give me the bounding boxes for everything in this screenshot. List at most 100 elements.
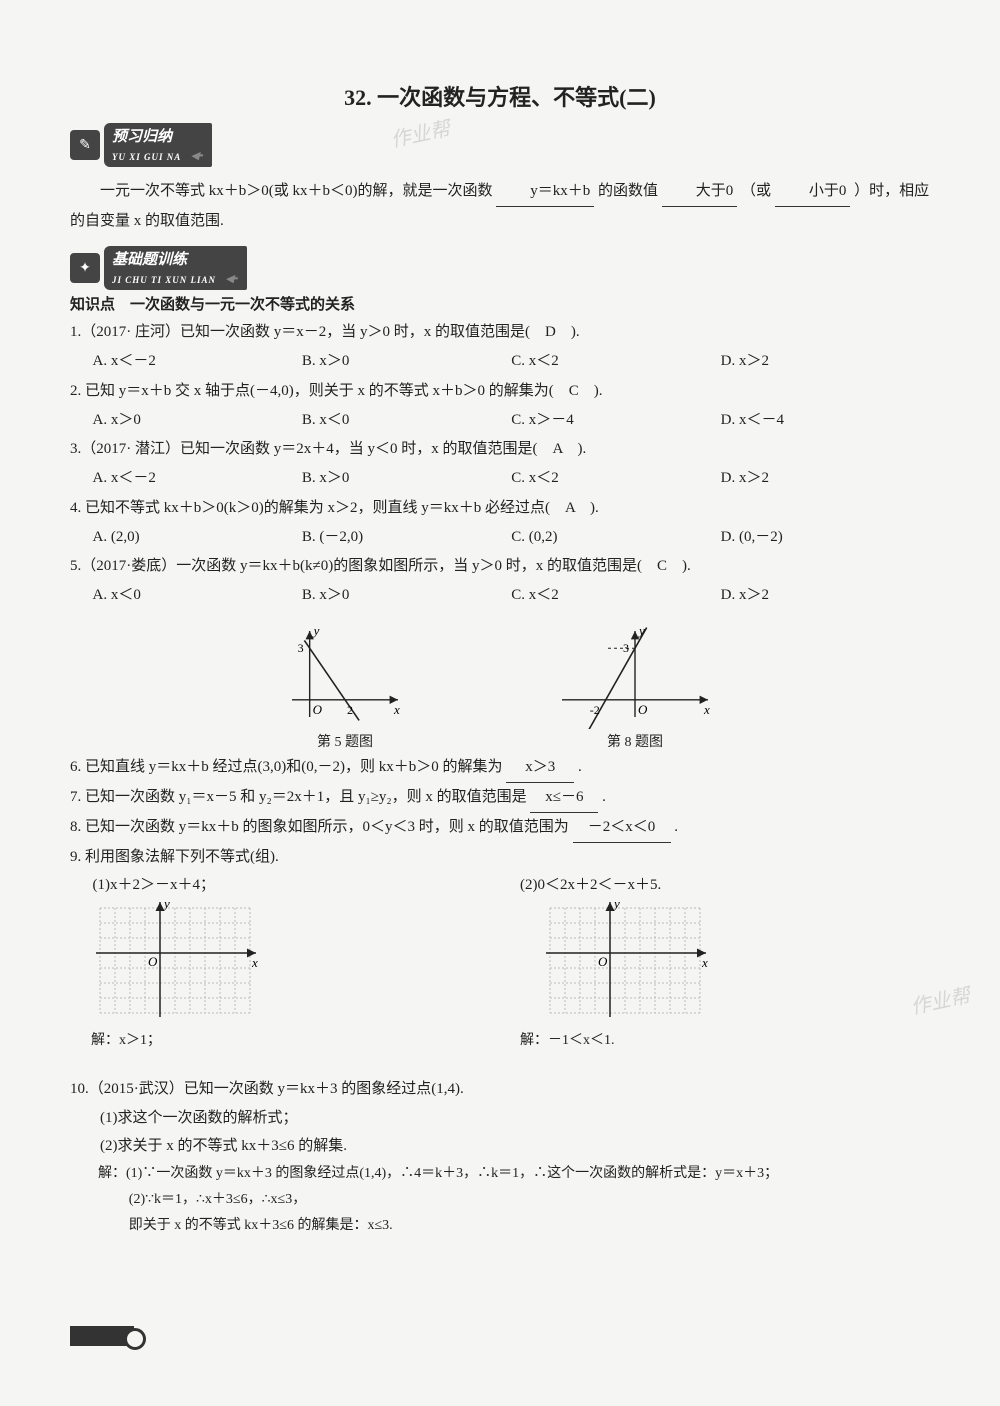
q2-opt-c: C. x＞－4	[511, 406, 720, 435]
q8-text: 8. 已知一次函数 y＝kx＋b 的图象如图所示，0＜y＜3 时，则 x 的取值…	[70, 819, 569, 835]
banner-basic-sub: JI CHU TI XUN LIAN	[112, 275, 216, 285]
svg-text:x: x	[701, 955, 708, 970]
svg-text:x: x	[393, 701, 400, 716]
intro-pre: 一元一次不等式 kx＋b＞0(或 kx＋b＜0)的解，就是一次函数	[100, 183, 493, 199]
svg-text:2: 2	[347, 702, 353, 716]
svg-text:y: y	[612, 900, 620, 911]
svg-text:3: 3	[623, 641, 629, 655]
grid1-svg: Oy x	[92, 900, 262, 1025]
intro-fill-2: 大于0	[662, 177, 738, 207]
banner-basic: ✦ 基础题训练 JI CHU TI XUN LIAN	[70, 251, 930, 285]
banner-preview-label: 预习归纳	[112, 129, 172, 145]
fig8-svg: y x 3 -2 O	[550, 619, 720, 729]
q9a-label: (1)x＋2＞－x＋4；	[70, 873, 480, 894]
q9a-grid: Oy x	[92, 900, 480, 1025]
q3-opt-b: B. x＞0	[302, 464, 511, 493]
q2-text: 2. 已知 y＝x＋b 交 x 轴于点(－4,0)，则关于 x 的不等式 x＋b…	[70, 377, 930, 406]
q2-opt-a: A. x＞0	[93, 406, 302, 435]
intro-mid1: 的函数值	[598, 183, 658, 199]
fig5-svg: yx32O	[280, 619, 410, 729]
banner-basic-label: 基础题训练	[112, 252, 187, 268]
banner-preview-sub: YU XI GUI NA	[112, 152, 181, 162]
page-footer-mark	[70, 1326, 134, 1346]
q1-opt-b: B. x＞0	[302, 347, 511, 376]
q2-opt-d: D. x＜－4	[721, 406, 930, 435]
knowledge-point: 知识点 一次函数与一元一次不等式的关系	[70, 293, 930, 314]
q5-opt-a: A. x＜0	[93, 581, 302, 610]
q9-part-a: (1)x＋2＞－x＋4； Oy x 解：x＞1；	[70, 873, 480, 1049]
q9-part-b: (2)0＜2x＋2＜－x＋5. Oy x 解：－1＜x＜1.	[520, 873, 930, 1049]
q10-s3: 即关于 x 的不等式 kx＋3≤6 的解集是：x≤3.	[70, 1213, 930, 1239]
svg-text:O: O	[598, 954, 608, 969]
intro-paragraph: 一元一次不等式 kx＋b＞0(或 kx＋b＜0)的解，就是一次函数 y＝kx＋b…	[70, 177, 930, 235]
q4-opt-c: C. (0,2)	[511, 523, 720, 552]
q10-s1: 解：(1)∵一次函数 y＝kx＋3 的图象经过点(1,4)，∴4＝k＋3，∴k＝…	[70, 1161, 930, 1187]
q2-opt-b: B. x＜0	[302, 406, 511, 435]
banner-preview-pill: 预习归纳 YU XI GUI NA	[104, 123, 212, 167]
q6-tail: .	[578, 759, 582, 775]
q3-opt-c: C. x＜2	[511, 464, 720, 493]
q9-text: 9. 利用图象法解下列不等式(组).	[70, 843, 930, 872]
svg-text:-2: -2	[590, 702, 600, 716]
q4-opt-d: D. (0,－2)	[721, 523, 930, 552]
q6-answer: x＞3	[506, 753, 574, 783]
fig5-caption: 第 5 题图	[280, 731, 410, 751]
banner-basic-pill: 基础题训练 JI CHU TI XUN LIAN	[104, 246, 247, 290]
q8: 8. 已知一次函数 y＝kx＋b 的图象如图所示，0＜y＜3 时，则 x 的取值…	[70, 813, 930, 843]
q1-opt-a: A. x＜－2	[93, 347, 302, 376]
q9b-label: (2)0＜2x＋2＜－x＋5.	[520, 873, 930, 894]
q10-s2: (2)∵k＝1，∴x＋3≤6，∴x≤3，	[70, 1187, 930, 1213]
q10-p2: (2)求关于 x 的不等式 kx＋3≤6 的解集.	[70, 1132, 930, 1161]
svg-text:x: x	[251, 955, 258, 970]
svg-text:y: y	[637, 623, 645, 638]
star-icon: ✦	[70, 253, 100, 283]
q7-text: 7. 已知一次函数 y₁＝x－5 和 y₂＝2x＋1，且 y₁≥y₂，则 x 的…	[70, 789, 527, 805]
q7: 7. 已知一次函数 y₁＝x－5 和 y₂＝2x＋1，且 y₁≥y₂，则 x 的…	[70, 783, 930, 813]
grid2-svg: Oy x	[542, 900, 712, 1025]
q4-text: 4. 已知不等式 kx＋b＞0(k＞0)的解集为 x＞2，则直线 y＝kx＋b …	[70, 494, 930, 523]
q8-answer: －2＜x＜0	[573, 813, 671, 843]
figure-row: y x 3 2 O 第 5 题图 y x 3 -2 O 第 8 题图	[70, 619, 930, 751]
q6: 6. 已知直线 y＝kx＋b 经过点(3,0)和(0,－2)，则 kx＋b＞0 …	[70, 753, 930, 783]
q6-text: 6. 已知直线 y＝kx＋b 经过点(3,0)和(0,－2)，则 kx＋b＞0 …	[70, 759, 502, 775]
q2-options: A. x＞0 B. x＜0 C. x＞－4 D. x＜－4	[70, 406, 930, 435]
fig8-caption: 第 8 题图	[550, 731, 720, 751]
q4-opt-b: B. (－2,0)	[302, 523, 511, 552]
q1-text: 1.（2017· 庄河）已知一次函数 y＝x－2，当 y＞0 时，x 的取值范围…	[70, 318, 930, 347]
svg-text:O: O	[148, 954, 158, 969]
figure-8: y x 3 -2 O 第 8 题图	[550, 619, 720, 751]
q1-opt-c: C. x＜2	[511, 347, 720, 376]
figure-5: yx32O 第 5 题图	[280, 619, 410, 751]
svg-text:O: O	[313, 701, 323, 716]
q4-opt-a: A. (2,0)	[93, 523, 302, 552]
pencil-icon: ✎	[70, 130, 100, 160]
intro-mid2: （或	[741, 183, 771, 199]
q5-opt-c: C. x＜2	[511, 581, 720, 610]
svg-text:O: O	[638, 701, 648, 716]
svg-text:y: y	[162, 900, 170, 911]
svg-text:3: 3	[298, 641, 304, 655]
q8-tail: .	[674, 819, 678, 835]
q10-p1: (1)求这个一次函数的解析式；	[70, 1104, 930, 1133]
q10-head: 10.（2015·武汉）已知一次函数 y＝kx＋3 的图象经过点(1,4).	[70, 1075, 930, 1104]
q4-options: A. (2,0) B. (－2,0) C. (0,2) D. (0,－2)	[70, 523, 930, 552]
q7-tail: .	[602, 789, 606, 805]
q7-answer: x≤－6	[530, 783, 598, 813]
svg-text:x: x	[703, 701, 710, 716]
page-title: 32. 一次函数与方程、不等式(二)	[70, 80, 930, 112]
intro-fill-1: y＝kx＋b	[496, 177, 594, 207]
banner-preview: ✎ 预习归纳 YU XI GUI NA	[70, 128, 930, 162]
q5-opt-b: B. x＞0	[302, 581, 511, 610]
q3-text: 3.（2017· 潜江）已知一次函数 y＝2x＋4，当 y＜0 时，x 的取值范…	[70, 435, 930, 464]
q9b-solution: 解：－1＜x＜1.	[520, 1029, 930, 1049]
q1-options: A. x＜－2 B. x＞0 C. x＜2 D. x＞2	[70, 347, 930, 376]
q3-options: A. x＜－2 B. x＞0 C. x＜2 D. x＞2	[70, 464, 930, 493]
q3-opt-d: D. x＞2	[721, 464, 930, 493]
q9-columns: (1)x＋2＞－x＋4； Oy x 解：x＞1； (2)0＜2x＋2＜－x＋5. …	[70, 873, 930, 1049]
q5-options: A. x＜0 B. x＞0 C. x＜2 D. x＞2	[70, 581, 930, 610]
q1-opt-d: D. x＞2	[721, 347, 930, 376]
q3-opt-a: A. x＜－2	[93, 464, 302, 493]
q9a-solution: 解：x＞1；	[70, 1029, 480, 1049]
q5-text: 5.（2017·娄底）一次函数 y＝kx＋b(k≠0)的图象如图所示，当 y＞0…	[70, 552, 930, 581]
q9b-grid: Oy x	[542, 900, 930, 1025]
